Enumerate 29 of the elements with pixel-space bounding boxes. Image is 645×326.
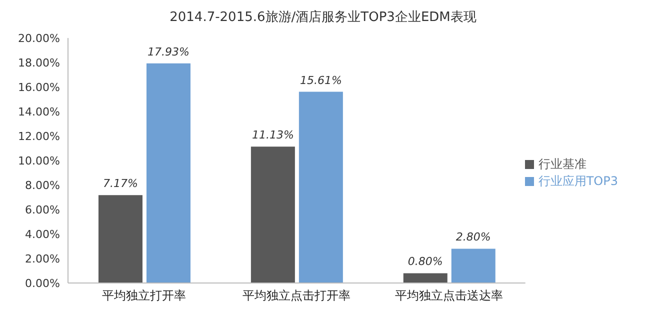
y-tick-label: 18.00%	[18, 56, 60, 70]
y-tick-label: 20.00%	[18, 32, 60, 45]
y-tick-label: 0.00%	[25, 276, 60, 290]
data-label: 11.13%	[252, 128, 294, 142]
bar	[451, 248, 496, 283]
bar	[250, 146, 295, 283]
x-tick-label: 平均独立点击送达率	[395, 288, 504, 303]
chart-title: 2014.7-2015.6旅游/酒店服务业TOP3企业EDM表现	[168, 9, 478, 27]
y-tick-label: 14.00%	[18, 105, 60, 118]
data-label: 7.17%	[103, 177, 138, 190]
x-tick-label: 平均独立打开率	[102, 288, 186, 303]
y-tick-label: 2.00%	[25, 252, 60, 266]
y-tick-label: 4.00%	[25, 228, 60, 241]
legend-label: 行业基准	[538, 157, 586, 171]
bar	[146, 63, 190, 283]
y-tick-label: 12.00%	[18, 130, 60, 143]
y-tick-label: 8.00%	[25, 178, 60, 192]
bar	[403, 273, 448, 283]
y-tick-label: 6.00%	[25, 203, 60, 216]
data-label: 0.80%	[408, 255, 443, 268]
bar	[98, 195, 142, 283]
data-label: 17.93%	[148, 45, 190, 58]
data-label: 2.80%	[456, 230, 491, 244]
legend-label: 行业应用TOP3	[538, 174, 618, 188]
x-tick-label: 平均独立点击打开率	[242, 288, 351, 303]
bar	[298, 92, 343, 283]
y-tick-label: 10.00%	[18, 154, 60, 168]
data-label: 15.61%	[300, 74, 342, 87]
y-tick-label: 16.00%	[18, 80, 60, 94]
